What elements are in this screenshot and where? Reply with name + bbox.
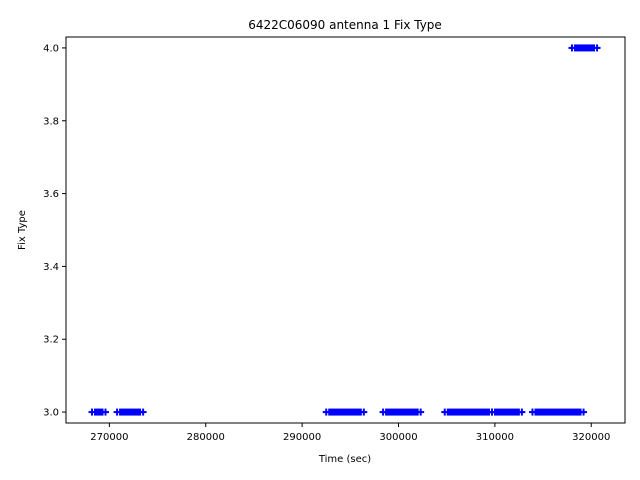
x-axis: 270000 280000 290000 300000 310000 320000 (90, 423, 610, 443)
y-tick-label: 4.0 (43, 43, 59, 54)
x-tick-label: 280000 (187, 432, 225, 443)
x-tick-label: 290000 (283, 432, 321, 443)
data-series-segment (528, 408, 588, 416)
data-point (417, 408, 425, 416)
data-point (113, 408, 121, 416)
data-point (528, 408, 536, 416)
data-series-segment (379, 408, 425, 416)
data-series-segment (568, 44, 601, 52)
y-tick-label: 3.8 (43, 116, 59, 127)
x-tick-label: 300000 (379, 432, 417, 443)
data-point (102, 408, 110, 416)
data-series-segment (441, 408, 496, 416)
data-point (488, 408, 496, 416)
y-tick-label: 3.0 (43, 408, 59, 419)
data-series-segment (113, 408, 147, 416)
data-series-segment (322, 408, 368, 416)
data-point (593, 44, 601, 52)
data-point (322, 408, 330, 416)
y-tick-label: 3.2 (43, 335, 59, 346)
data-series-segment (88, 408, 110, 416)
y-tick-label: 3.4 (43, 262, 59, 273)
data-series-segment (488, 408, 526, 416)
data-point (360, 408, 368, 416)
y-axis: 3.0 3.2 3.4 3.6 3.8 4.0 (43, 43, 66, 419)
data-point (88, 408, 96, 416)
y-tick-label: 3.6 (43, 189, 59, 200)
data-point (139, 408, 147, 416)
y-axis-title: Fix Type (17, 210, 28, 250)
x-tick-label: 310000 (476, 432, 514, 443)
data-point (441, 408, 449, 416)
data-point (379, 408, 387, 416)
data-point (518, 408, 526, 416)
x-tick-label: 270000 (90, 432, 128, 443)
data-point (580, 408, 588, 416)
data-point (568, 44, 576, 52)
chart-title: 6422C06090 antenna 1 Fix Type (248, 18, 442, 32)
plot-frame (65, 36, 626, 424)
x-tick-label: 320000 (572, 432, 610, 443)
plot-area (88, 44, 601, 416)
x-axis-title: Time (sec) (318, 454, 371, 465)
